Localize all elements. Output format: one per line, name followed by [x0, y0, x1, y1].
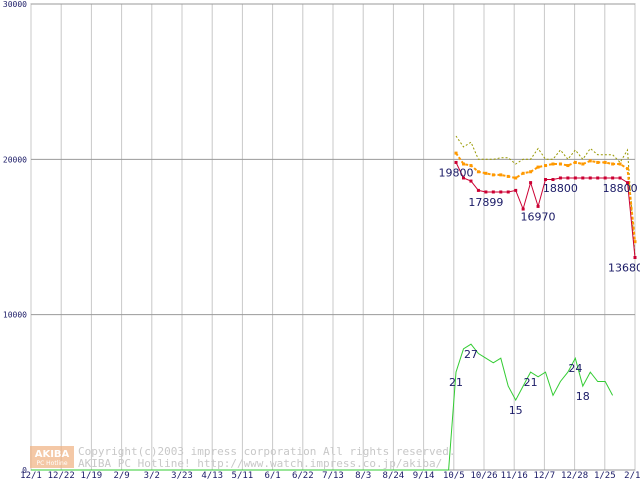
site-watermark: AKIBA PC Hotline! http://www.watch.impre…: [78, 457, 442, 470]
x-tick-label: 7/13: [322, 471, 344, 480]
series-point-1: [506, 174, 510, 178]
series-point-1: [536, 165, 540, 169]
x-tick-label: 12/22: [48, 471, 75, 480]
series-point-1: [484, 171, 488, 175]
x-tick-label: 1/19: [81, 471, 103, 480]
series-point-1: [476, 170, 480, 174]
series-point-1: [499, 173, 503, 177]
x-tick-label: 12/1: [20, 471, 42, 480]
series-point-1: [618, 162, 622, 166]
series-point-1: [529, 170, 533, 174]
series-point-2: [581, 176, 585, 180]
series-line-0: [455, 135, 636, 258]
x-tick-label: 4/13: [201, 471, 223, 480]
series-point-2: [618, 176, 622, 180]
series-point-2: [476, 188, 480, 192]
data-label: 16970: [521, 210, 556, 223]
series-point-1: [551, 162, 555, 166]
copyright-watermark: Copyright(c)2003 impress corporation All…: [78, 445, 456, 458]
data-label: 19800: [439, 166, 474, 179]
series-point-2: [588, 176, 592, 180]
y-tick-label: 10000: [3, 311, 27, 320]
x-tick-label: 5/11: [232, 471, 254, 480]
series-point-2: [461, 176, 465, 180]
series-point-1: [566, 164, 570, 168]
x-tick-label: 10/26: [470, 471, 497, 480]
x-tick-label: 10/5: [443, 471, 465, 480]
series-point-1: [611, 162, 615, 166]
x-tick-label: 3/2: [144, 471, 160, 480]
series-point-1: [521, 171, 525, 175]
series-point-2: [506, 190, 510, 194]
series-line-3: [31, 343, 614, 471]
x-tick-label: 1/25: [594, 471, 616, 480]
green-data-label: 27: [464, 348, 478, 361]
logo-text: AKIBA: [35, 449, 70, 460]
y-tick-label: 0: [22, 466, 27, 475]
green-data-label: 21: [524, 376, 538, 389]
series-point-2: [521, 207, 525, 211]
logo-badge: [30, 446, 74, 468]
series-point-1: [491, 173, 495, 177]
green-data-label: 24: [568, 362, 582, 375]
x-tick-label: 8/24: [383, 471, 405, 480]
series-point-2: [633, 256, 637, 260]
series-point-2: [484, 190, 488, 194]
x-tick-label: 6/22: [292, 471, 314, 480]
series-point-1: [588, 159, 592, 163]
series-point-2: [529, 181, 533, 185]
series-point-2: [499, 190, 503, 194]
series-point-2: [566, 176, 570, 180]
series-point-2: [469, 179, 473, 183]
series-point-2: [544, 178, 548, 182]
logo-subtext: PC Hotline: [36, 460, 67, 467]
series-point-1: [573, 160, 577, 164]
data-label: 13680: [608, 262, 640, 275]
data-label: 18800: [543, 182, 578, 195]
series-point-1: [596, 160, 600, 164]
series-point-1: [461, 162, 465, 166]
series-point-1: [454, 151, 458, 155]
series-point-1: [558, 162, 562, 166]
green-data-label: 15: [509, 404, 523, 417]
y-tick-label: 30000: [3, 0, 27, 9]
series-point-2: [536, 204, 540, 208]
series-point-2: [514, 188, 518, 192]
series-point-1: [626, 167, 630, 171]
green-data-label: 18: [576, 390, 590, 403]
series-point-1: [581, 162, 585, 166]
series-point-1: [603, 160, 607, 164]
series-point-2: [626, 181, 630, 185]
series-point-2: [611, 176, 615, 180]
data-label: 18800: [603, 182, 638, 195]
series-point-1: [514, 176, 518, 180]
x-tick-label: 12/7: [534, 471, 556, 480]
x-tick-label: 9/14: [413, 471, 435, 480]
series-point-1: [544, 164, 548, 168]
x-tick-label: 6/1: [264, 471, 280, 480]
green-data-label: 21: [449, 376, 463, 389]
series-point-2: [573, 176, 577, 180]
x-tick-label: 8/3: [355, 471, 371, 480]
series-point-2: [558, 176, 562, 180]
x-tick-label: 12/28: [561, 471, 588, 480]
x-tick-label: 2/15: [624, 471, 640, 480]
x-tick-label: 11/16: [501, 471, 528, 480]
series-point-2: [596, 176, 600, 180]
series-point-2: [551, 178, 555, 182]
series-point-1: [633, 240, 637, 244]
y-tick-label: 20000: [3, 155, 27, 164]
x-tick-label: 2/9: [113, 471, 129, 480]
series-point-2: [491, 190, 495, 194]
series-point-2: [454, 160, 458, 164]
series-point-1: [469, 164, 473, 168]
series-point-2: [603, 176, 607, 180]
data-label: 17899: [468, 196, 503, 209]
x-tick-label: 3/23: [171, 471, 193, 480]
